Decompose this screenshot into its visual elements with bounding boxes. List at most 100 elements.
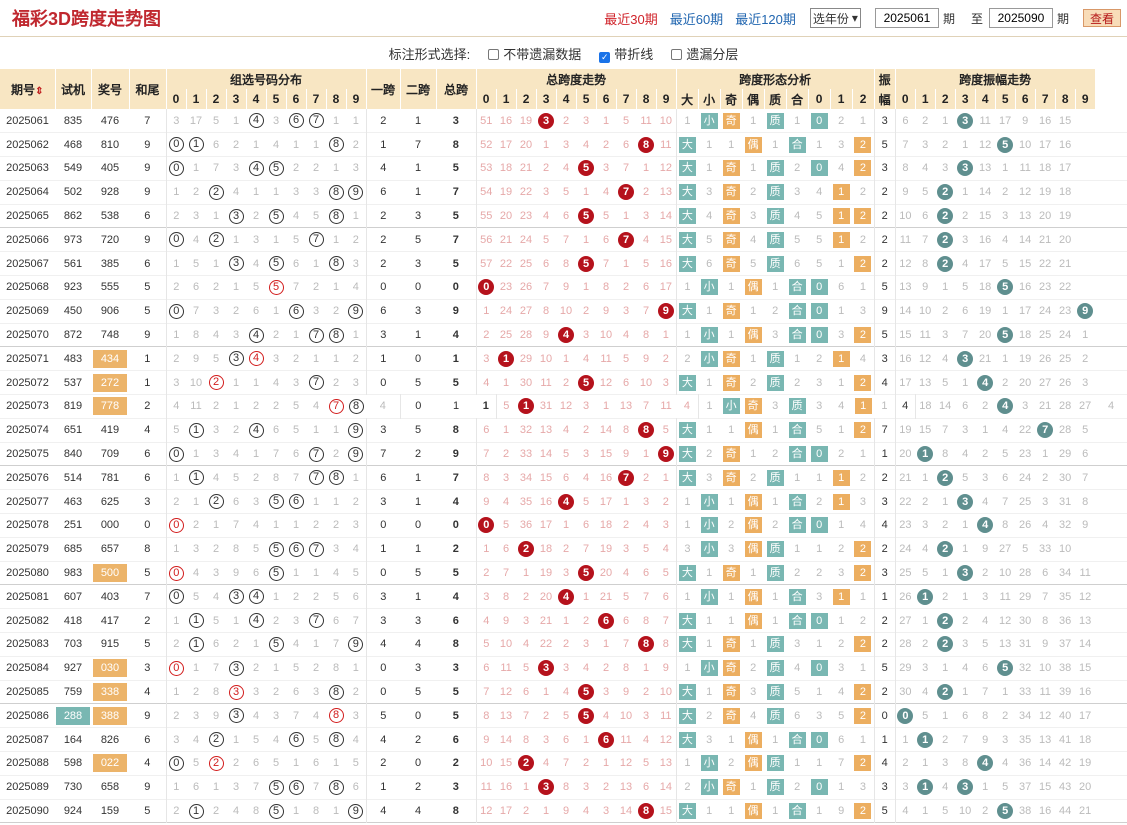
kd-trend-cell: 10 [639,376,653,389]
zx-cell: 4 [232,448,240,461]
xt-cell: 偶 [742,585,764,609]
kd-trend-cell: 1 [602,757,610,770]
xt-cell: 4 [859,352,866,365]
xt-sub-3: 偶 [742,89,765,109]
zf-trend-cell: 9 [1075,299,1095,323]
year-select[interactable]: 选年份 ▾ [809,8,861,28]
xt-cell: 质 [764,656,786,680]
zf-trend-cell: 3 [1022,400,1029,413]
sort-icon[interactable]: ⇕ [35,85,44,97]
zf-trend-cell: 4 [1002,757,1009,770]
xt-cell: 1 [859,448,866,461]
zx-cell: 7 [292,471,300,484]
xt-cell: 4 [838,400,845,413]
xt-cell: 3 [859,781,866,794]
xt-cell: 大 [675,680,699,704]
kd-digit-9: 9 [656,89,677,109]
kd-trend-cell: 6 [562,471,570,484]
zx-cell: 4 [232,186,240,199]
xt-cell: 奇 [720,347,742,371]
option-line[interactable]: ✓ 带折线 [599,44,653,63]
kd-trend-cell: 4 [582,352,590,365]
zx-cell: 3 [212,567,220,580]
zx-cell: 4 [352,281,359,294]
col-issue[interactable]: 期号⇕ [0,69,56,109]
zf-trend-cell: 33 [1039,543,1052,556]
kd-trend-cell: 2 [475,561,497,585]
zx-cell: 2 [206,490,226,514]
xt-cell: 1 [728,733,735,746]
kd-trend-cell: 6 [602,233,610,246]
kd-trend-cell: 10 [499,638,513,651]
test-number-cell: 819 [63,400,83,413]
checkbox-line[interactable]: ✓ [599,51,611,63]
zx-cell: 2 [192,186,200,199]
zx-cell: 7 [306,537,326,561]
table-row: 2025082 418 417 2 1 1 5 1 4 2 3 7 6 7 3 3 6 4 9 3 21 1 2 6 6 8 7 大 1… [0,608,1127,633]
draw-number-cell: 417 [100,614,120,627]
xt-cell: 2 [852,418,874,442]
zf-trend-cell: 26 [1059,376,1072,389]
amplitude-cell: 2 [873,180,896,205]
kd-trend-cell: 15 [599,448,613,461]
zf-trend-cell: 3 [955,157,975,181]
zx-cell: 4 [192,733,200,746]
to-issue-input[interactable] [988,8,1053,28]
zx-cell: 7 [292,709,300,722]
zx-cell: 7 [352,614,359,627]
option-layer-label: 遗漏分层 [686,46,739,62]
kd-trend-cell: 4 [683,400,690,413]
test-number-cell: 835 [63,114,83,127]
zf-trend-cell: 4 [922,543,929,556]
kd-trend-cell: 3 [602,162,610,175]
zf-trend-cell: 37 [1059,638,1072,651]
zx-cell: 5 [266,204,286,228]
xt-cell: 合 [786,418,808,442]
checkbox-no-omission[interactable] [488,48,500,60]
zf-trend-cell [1075,276,1095,300]
kd-trend-cell: 1 [542,686,550,699]
from-issue-input[interactable] [874,8,939,28]
zf-trend-cell: 4 [1002,424,1009,437]
zf-trend-cell: 0 [894,703,916,728]
kd-trend-cell: 14 [499,733,513,746]
zf-trend-cell: 3 [982,590,989,603]
option-layer[interactable]: 遗漏分层 [671,44,738,63]
zx-cell: 2 [252,210,260,223]
zx-cell: 2 [272,400,280,413]
kd-trend-cell: 6 [596,609,616,633]
zf-trend-cell: 10 [959,805,972,817]
kd-trend-cell: 1 [502,424,510,437]
kd-digit-6: 6 [596,89,617,109]
range-120-link[interactable]: 最近120期 [735,11,796,27]
option-no-omission[interactable]: 不带遗漏数据 [488,44,581,63]
amplitude-cell: 2 [873,632,896,657]
kd-trend-cell: 2 [562,543,570,556]
test-number-cell: 164 [63,733,83,746]
kd-trend-cell: 4 [475,608,497,633]
xt-cell: 2 [859,614,866,627]
zf-trend-cell: 15 [979,210,992,223]
xt-cell: 大 [675,561,699,585]
zf-trend-cell: 1 [915,728,935,752]
xt-sub-8: 2 [852,89,875,109]
zx-cell: 1 [252,638,260,651]
range-60-link[interactable]: 最近60期 [669,11,724,27]
kd-trend-cell: 17 [499,805,513,817]
kd-trend-cell: 14 [619,805,633,817]
zx-cell: 1 [352,662,359,675]
sum-tail-cell: 9 [144,162,151,175]
table-row: 2025085 759 338 4 1 2 8 3 3 2 6 3 8 2 0 5 5 7 12 6 1 4 5 3 9 2 10 大… [0,680,1127,704]
zx-cell: 1 [192,448,200,461]
kd-trend-cell: 2 [475,323,497,347]
kd-trend-cell: 1 [475,537,497,562]
query-button[interactable]: 查看 [1082,9,1121,27]
draw-number-cell: 385 [100,257,120,270]
checkbox-layer[interactable] [671,48,683,60]
zf-trend-cell: 5 [982,638,989,651]
zx-cell: 1 [352,329,359,342]
zf-trend-cell: 2 [1002,376,1009,389]
kd-trend-cell: 7 [616,180,636,204]
range-30-link[interactable]: 最近30期 [604,11,658,27]
